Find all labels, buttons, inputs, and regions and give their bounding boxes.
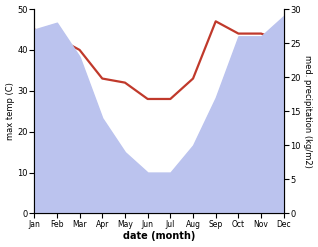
X-axis label: date (month): date (month) <box>123 231 195 242</box>
Y-axis label: med. precipitation (kg/m2): med. precipitation (kg/m2) <box>303 55 313 168</box>
Y-axis label: max temp (C): max temp (C) <box>5 82 15 140</box>
